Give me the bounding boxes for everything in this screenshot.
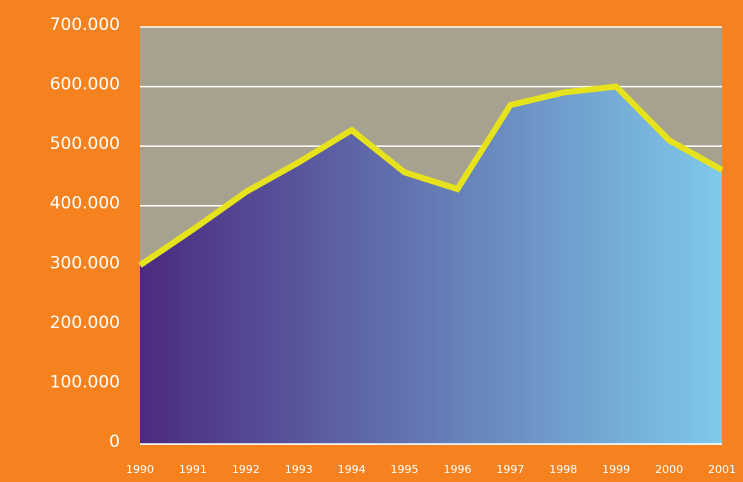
x-tick-label: 1997 [496,463,524,476]
y-tick-label: 0 [109,432,120,452]
y-tick-label: 700.000 [50,15,120,35]
x-tick-label: 1994 [338,463,366,476]
x-tick-label: 1999 [602,463,630,476]
x-tick-label: 1992 [232,463,260,476]
x-tick-label: 1990 [126,463,154,476]
x-tick-label: 2000 [655,463,683,476]
y-tick-label: 200.000 [50,313,120,333]
y-tick-label: 600.000 [50,75,120,95]
y-tick-label: 500.000 [50,134,120,154]
x-tick-label: 1991 [179,463,207,476]
x-tick-label: 1995 [391,463,419,476]
x-tick-label: 1998 [549,463,577,476]
y-tick-label: 400.000 [50,194,120,214]
y-tick-label: 300.000 [50,253,120,273]
line [138,83,724,268]
x-tick-label: 2001 [708,463,736,476]
y-tick-label: 100.000 [50,372,120,392]
area [140,86,722,445]
x-tick-label: 1996 [443,463,471,476]
x-tick-label: 1993 [285,463,313,476]
